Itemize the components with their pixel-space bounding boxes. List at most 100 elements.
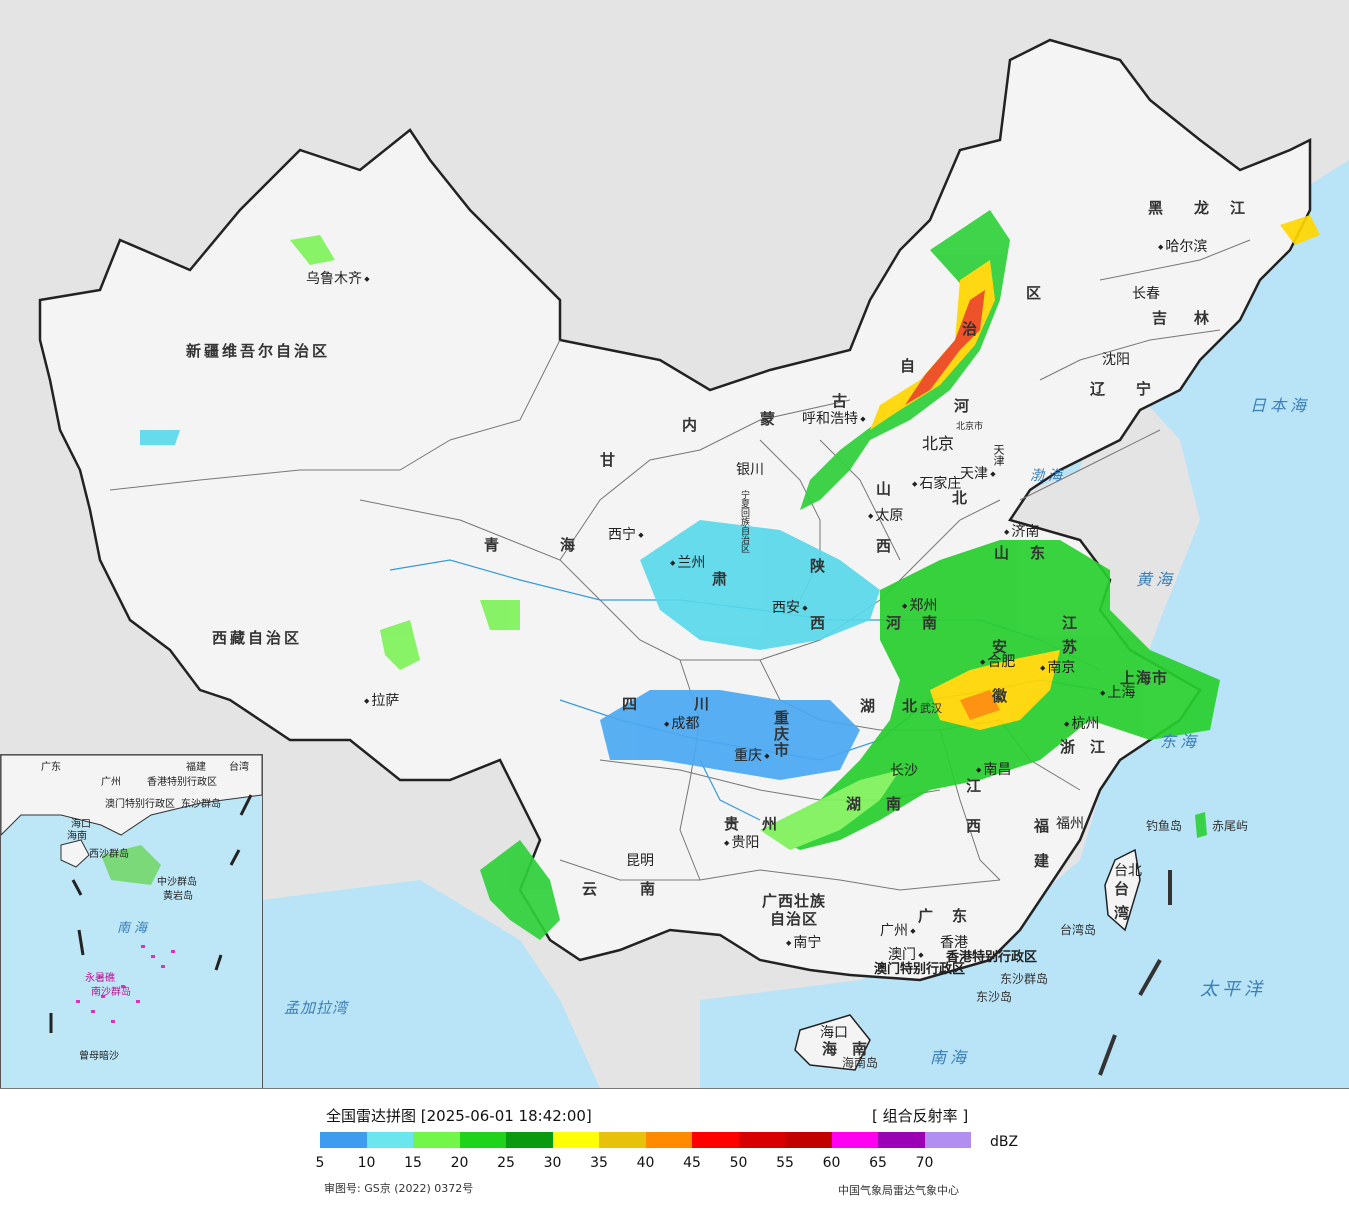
island-label-diaoyu: 钓鱼岛 (1146, 819, 1183, 833)
color-swatch (692, 1132, 739, 1148)
province-label-chongqing-3: 市 (774, 741, 793, 759)
city-zhengzhou: 郑州 (902, 595, 937, 615)
echo-qinghai (480, 600, 520, 630)
city-hangzhou: 杭州 (1064, 713, 1099, 733)
color-swatch (924, 1132, 971, 1148)
sea-label-bohai: 渤海 (1030, 468, 1066, 484)
province-label-jiangxi-1: 江 (966, 777, 985, 795)
color-scale-tick: 5 (315, 1155, 325, 1171)
province-label-hubei-2: 北 (902, 697, 921, 715)
color-swatch (878, 1132, 925, 1148)
color-swatch (506, 1132, 553, 1148)
province-label-henan-1: 河 (886, 614, 905, 632)
city-yinchuan: 银川 (736, 462, 764, 478)
credit-label: 中国气象局雷达气象中心 (838, 1184, 959, 1197)
color-scale-tick: 55 (776, 1155, 794, 1171)
color-swatch (785, 1132, 832, 1148)
province-label-zhejiang-2: 江 (1090, 738, 1109, 756)
province-label-guizhou-1: 贵 (724, 815, 743, 833)
city-taiyuan: 太原 (868, 505, 903, 525)
province-label-guangxi-1: 广西壮族 (762, 892, 827, 910)
city-harbin: 哈尔滨 (1158, 236, 1207, 256)
province-label-hubei-1: 湖 (860, 697, 879, 715)
city-macau: 澳门 (888, 944, 924, 964)
province-label-jiangsu-1: 江 (1062, 614, 1081, 632)
sea-label-pacific: 太平洋 (1200, 979, 1266, 1000)
province-label-gansu-2: 肃 (712, 570, 731, 588)
province-label-xinjiang: 新疆维吾尔自治区 (186, 342, 331, 360)
inset-label-guangzhou: 广州 (101, 777, 121, 788)
color-swatch (599, 1132, 646, 1148)
echo-xizang (380, 620, 420, 670)
inset-label-yongshu: 永暑礁 (85, 973, 115, 984)
province-label-neimenggu-6: 区 (1026, 284, 1045, 302)
province-label-shaanxi-1: 陕 (810, 557, 829, 575)
province-label-guangxi-2: 自治区 (770, 910, 819, 928)
echo-north-red (905, 290, 985, 405)
radar-echoes (140, 210, 1320, 940)
city-kunming: 昆明 (626, 853, 654, 869)
province-label-guangdong-1: 广 (918, 907, 937, 925)
province-label-hainan-2: 南 (852, 1040, 871, 1058)
city-taipei: 台北 (1114, 863, 1142, 879)
province-label-henan-2: 南 (922, 614, 941, 632)
sea-label-japan-sea: 日本海 (1250, 396, 1311, 415)
province-label-shandong-1: 山 (994, 544, 1013, 562)
city-fuzhou: 福州 (1056, 816, 1084, 832)
island-label-dongsha: 东沙岛 (976, 990, 1013, 1004)
city-lanzhou: 兰州 (670, 552, 705, 572)
echo-north-band (800, 210, 1010, 510)
province-label-guangdong-2: 东 (952, 907, 971, 925)
color-swatch (413, 1132, 460, 1148)
province-label-anhui-2: 徽 (992, 687, 1011, 705)
province-label-zhejiang-1: 浙 (1060, 738, 1079, 756)
province-label-yunnan-2: 南 (640, 880, 659, 898)
inset-label-south-sea: 南海 (117, 921, 152, 936)
color-scale-tick: 20 (450, 1155, 469, 1171)
city-chongqing: 重庆 (734, 745, 770, 765)
sea-label-south-sea: 南海 (930, 1048, 971, 1067)
city-wuhan: 武汉 (920, 702, 942, 715)
inset-label-fujian: 福建 (186, 762, 206, 773)
province-label-jilin-2: 林 (1194, 309, 1213, 327)
city-tianjin: 天津 (960, 463, 996, 483)
inset-label-hongkong: 香港特别行政区 (147, 777, 217, 788)
echo-east-core (930, 650, 1060, 730)
province-label-taiwan-2: 湾 (1114, 904, 1133, 922)
province-label-beijing: 北京市 (956, 422, 984, 432)
province-label-qinghai-2: 海 (560, 536, 579, 554)
province-label-taiwan-1: 台 (1114, 880, 1133, 898)
city-xining: 西宁 (608, 524, 644, 544)
province-label-neimenggu-4: 自 (900, 357, 919, 375)
color-scale-tick: 25 (497, 1155, 515, 1171)
inset-label-zhongsha: 中沙群岛 (157, 877, 197, 888)
color-scale-tick: 10 (357, 1155, 376, 1171)
inset-label-zengmu: 曾母暗沙 (79, 1051, 119, 1062)
color-scale-tick: 50 (729, 1155, 748, 1171)
product-type: [ 组合反射率 ] (872, 1107, 969, 1125)
bay-of-bengal (262, 880, 600, 1088)
city-beijing: 北京 (922, 434, 955, 453)
city-changsha: 长沙 (890, 763, 918, 779)
city-guiyang: 贵阳 (724, 832, 759, 852)
province-label-ningxia: 宁夏回族自治区 (739, 490, 749, 553)
city-nanning: 南宁 (786, 932, 821, 952)
sea-label-huanghai: 黄海 (1136, 570, 1177, 589)
echo-xinjiang-1 (290, 235, 335, 265)
province-label-neimenggu-3: 古 (832, 392, 851, 410)
province-label-hebei-1: 河 (954, 397, 973, 415)
province-label-heilongjiang-1: 黑 (1148, 199, 1167, 217)
province-label-gansu-1: 甘 (600, 451, 619, 469)
color-swatch (320, 1132, 367, 1148)
echo-heilongjiang (1280, 215, 1320, 245)
taiwan-island (1104, 848, 1141, 932)
province-label-fujian-1: 福 (1034, 817, 1053, 835)
inset-label-xisha: 西沙群岛 (89, 849, 129, 860)
sea-label-bay-of-bengal: 孟加拉湾 (284, 999, 349, 1017)
island-label-hainan: 海南岛 (842, 1056, 879, 1070)
province-label-macau: 澳门特别行政区 (874, 962, 966, 977)
city-urumqi: 乌鲁木齐 (306, 268, 370, 288)
unit-label: dBZ (990, 1134, 1019, 1150)
province-label-jilin-1: 吉 (1152, 309, 1171, 327)
inset-label-haikou: 海口 (71, 819, 91, 830)
